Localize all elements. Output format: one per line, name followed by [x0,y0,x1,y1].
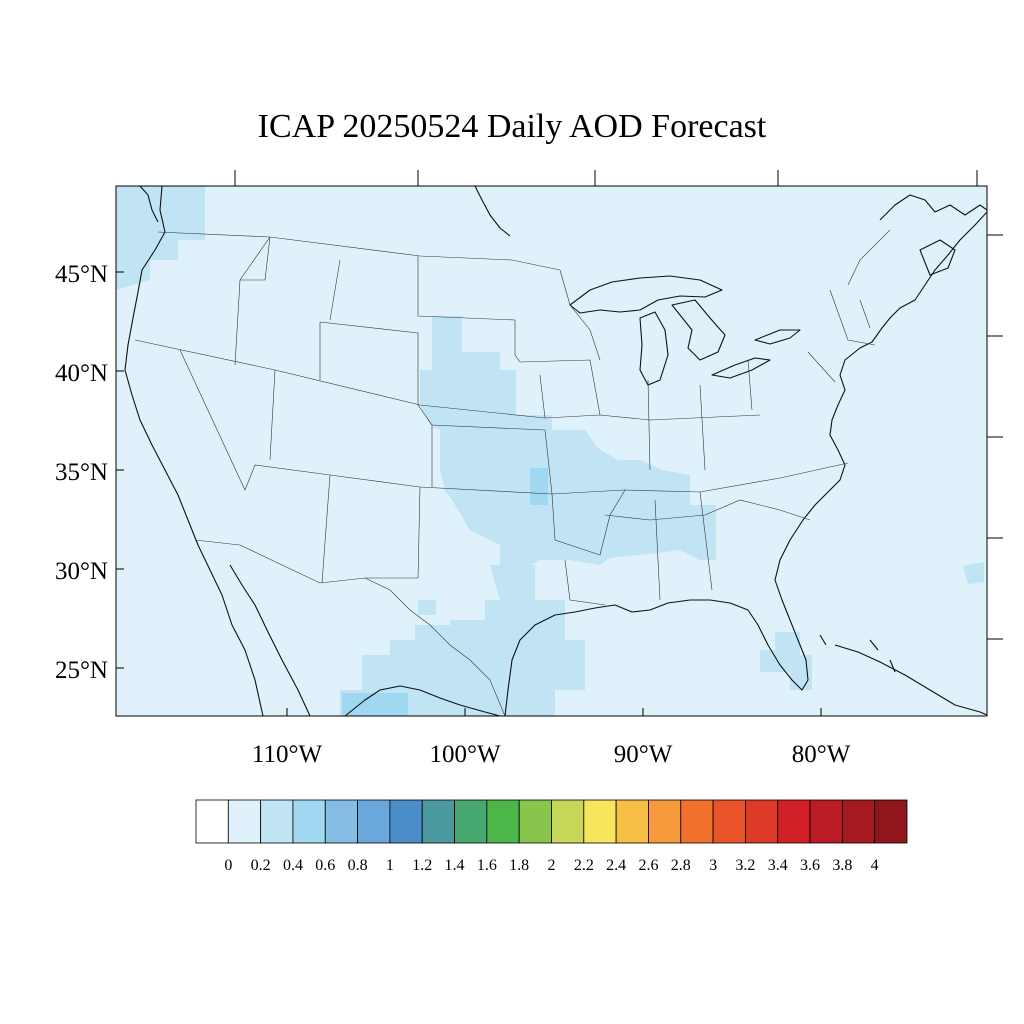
colorbar: 0 0.2 0.4 0.6 0.8 1 1.2 1.4 1.6 1.8 2 2.2 2.4 2.6 2.8 3… [195,799,908,874]
lat-label: 40°N [55,360,108,387]
colorbar-swatch [615,799,649,844]
lon-label: 80°W [792,741,851,768]
aod-field-0.4-0.6 [342,468,548,716]
colorbar-label: 3.4 [768,857,788,874]
colorbar-swatch [389,799,423,844]
colorbar-label: 1.4 [445,857,465,874]
latitude-labels: 45°N 40°N 35°N 30°N 25°N [55,261,108,684]
colorbar-label: 3 [709,857,717,874]
colorbar-swatch [324,799,358,844]
colorbar-swatch [195,799,229,844]
colorbar-label: 1 [386,857,394,874]
colorbar-label: 3.2 [735,857,755,874]
colorbar-swatch [680,799,714,844]
colorbar-swatch [454,799,488,844]
coastlines [124,186,987,716]
colorbar-label: 0.6 [315,857,335,874]
lat-label: 45°N [55,261,108,288]
colorbar-label: 2.4 [606,857,626,874]
colorbar-label: 3.8 [832,857,852,874]
map-frame [115,185,988,717]
colorbar-label: 2.8 [671,857,691,874]
colorbar-swatch [809,799,843,844]
colorbar-label: 1.8 [509,857,529,874]
colorbar-label: 2.2 [574,857,594,874]
lon-label: 90°W [614,741,673,768]
colorbar-label: 3.6 [800,857,820,874]
colorbar-label: 0 [224,857,232,874]
colorbar-swatch [227,799,262,844]
colorbar-swatch [777,799,811,844]
colorbar-swatch [260,799,294,844]
map-title: ICAP 20250524 Daily AOD Forecast [257,108,767,145]
colorbar-label: 4 [871,857,879,874]
longitude-labels: 110°W 100°W 90°W 80°W [252,741,851,768]
colorbar-swatch [841,799,876,844]
aod-field-0.2-0.4 [116,186,984,716]
colorbar-label: 1.2 [412,857,432,874]
colorbar-swatch [518,799,552,844]
lon-label: 100°W [429,741,500,768]
colorbar-label: 0.4 [283,857,303,874]
lon-label: 110°W [252,741,323,768]
colorbar-label: 0.8 [348,857,368,874]
lat-label: 35°N [55,459,108,486]
lat-label: 25°N [55,657,108,684]
colorbar-swatch [712,799,746,844]
colorbar-swatch [583,799,617,844]
map-panel [115,185,988,717]
colorbar-swatch [486,799,520,844]
state-borders [134,229,891,716]
colorbar-label: 0.2 [251,857,271,874]
colorbar-swatch [292,799,326,844]
colorbar-label: 2 [548,857,556,874]
colorbar-swatch [745,799,779,844]
colorbar-label: 1.6 [477,857,497,874]
colorbar-label: 2.6 [638,857,658,874]
colorbar-swatch [551,799,585,844]
colorbar-swatch [874,799,908,844]
lat-label: 30°N [55,558,108,585]
colorbar-swatch [421,799,455,844]
colorbar-swatch [648,799,682,844]
colorbar-swatch [357,799,391,844]
map-tick-marks [116,170,1003,716]
